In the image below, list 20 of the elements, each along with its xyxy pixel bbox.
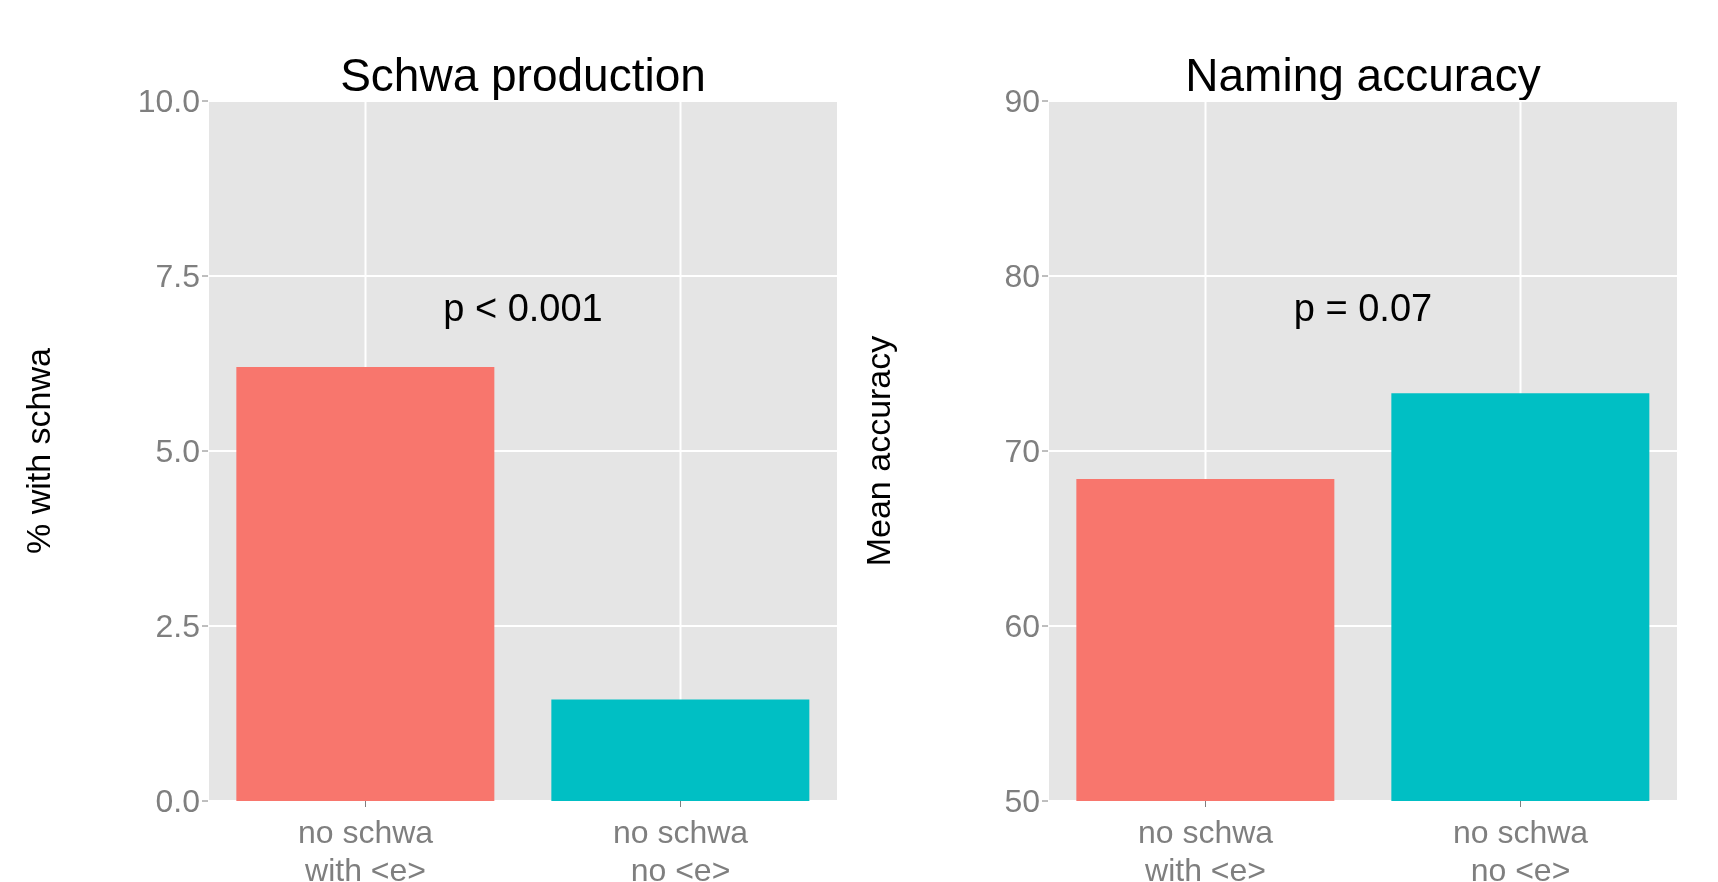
y-tick-label: 10.0 xyxy=(137,83,200,120)
y-tick-label: 80 xyxy=(1004,258,1040,295)
annotation: p < 0.001 xyxy=(442,287,604,330)
chart-title: Naming accuracy xyxy=(1184,48,1542,102)
y-axis-title: Mean accuracy xyxy=(859,335,898,567)
y-tick-label: 2.5 xyxy=(155,608,200,645)
x-tick-label: no schwa with <e> xyxy=(297,814,434,882)
y-tick-label: 70 xyxy=(1004,433,1040,470)
y-tick-label: 90 xyxy=(1004,83,1040,120)
y-tick-label: 60 xyxy=(1004,608,1040,645)
x-tick-label: no schwa with <e> xyxy=(1137,814,1274,882)
x-tick-label: no schwa no <e> xyxy=(1452,814,1589,882)
y-tick-label: 5.0 xyxy=(155,433,200,470)
y-tick-label: 7.5 xyxy=(155,258,200,295)
chart-title: Schwa production xyxy=(339,48,707,102)
x-tick-label: no schwa no <e> xyxy=(612,814,749,882)
y-tick-label: 50 xyxy=(1004,783,1040,820)
y-axis-title: % with schwa xyxy=(19,347,58,554)
y-tick-label: 0.0 xyxy=(155,783,200,820)
annotation: p = 0.07 xyxy=(1292,287,1434,330)
